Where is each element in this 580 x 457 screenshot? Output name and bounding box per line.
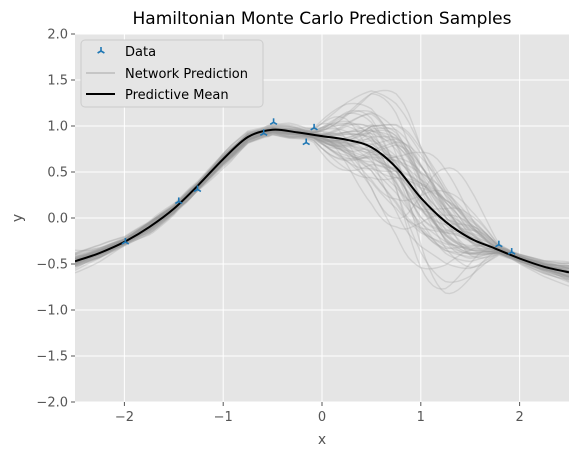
network-prediction-line [75,90,569,278]
network-prediction-line [75,133,569,273]
x-axis-ticks: −2 −1 0 1 2 [115,402,524,425]
network-prediction-line [75,129,569,272]
y-tick-label: 0.5 [47,166,68,181]
network-prediction-line [75,89,569,270]
legend-label-data: Data [125,45,156,60]
network-prediction-line [75,128,569,269]
network-prediction-line [75,132,569,279]
data-point [174,197,183,205]
x-tick-label: −2 [115,410,134,425]
y-tick-label: 1.5 [47,74,68,89]
network-prediction-line [75,134,569,274]
y-axis-ticks: −2.0 −1.5 −1.0 −0.5 0.0 0.5 1.0 1.5 2.0 [36,28,75,411]
network-prediction-line [75,130,569,277]
network-prediction-line [75,112,569,274]
network-prediction-line [75,129,569,278]
legend-marker-data [97,47,105,54]
network-prediction-line [75,128,569,274]
data-point [310,123,318,131]
network-prediction-line [75,111,569,268]
network-prediction-line [75,123,569,267]
network-prediction-line [75,130,569,276]
network-prediction-samples [75,89,569,295]
network-prediction-line [75,115,569,270]
network-prediction-line [75,127,569,272]
data-point [302,138,310,146]
legend-label-mean: Predictive Mean [125,88,229,103]
legend-label-prediction: Network Prediction [125,67,248,82]
data-point [121,237,130,245]
y-tick-label: −0.5 [36,258,68,273]
y-tick-label: 0.0 [47,212,68,227]
network-prediction-line [75,131,569,281]
x-tick-label: 1 [417,410,425,425]
y-axis-label: y [10,214,26,222]
network-prediction-line [75,129,569,267]
data-point [495,240,503,248]
network-prediction-line [75,132,569,270]
data-point [259,129,268,137]
network-prediction-line [75,131,569,278]
grid-lines [75,33,569,403]
network-prediction-line [75,130,569,280]
network-prediction-line [75,123,569,276]
network-prediction-line [75,129,569,269]
network-prediction-line [75,122,569,267]
predictive-mean-line [75,128,569,274]
x-tick-label: 2 [515,410,523,425]
x-tick-label: 0 [318,410,326,425]
network-prediction-line [75,128,569,269]
data-point [507,248,516,255]
network-prediction-line [75,126,569,272]
network-prediction-line [75,128,569,275]
y-tick-label: −2.0 [36,396,68,411]
x-axis-label: x [318,432,326,448]
data-point [269,118,278,126]
chart-title: Hamiltonian Monte Carlo Prediction Sampl… [133,9,512,29]
legend: Data Network Prediction Predictive Mean [80,39,264,108]
network-prediction-line [75,128,569,274]
data-series [121,118,516,255]
network-prediction-line [75,102,569,270]
network-prediction-line [75,130,569,277]
network-prediction-line [75,113,569,295]
y-tick-label: 1.0 [47,120,68,135]
x-tick-label: −1 [214,410,233,425]
legend-box [80,39,264,108]
network-prediction-line [75,120,569,283]
y-tick-label: 2.0 [47,28,68,43]
y-tick-label: −1.0 [36,304,68,319]
network-prediction-line [75,124,569,281]
predictive-mean-series [75,128,569,274]
data-point [193,185,202,193]
network-prediction-line [75,109,569,267]
y-tick-label: −1.5 [36,350,68,365]
